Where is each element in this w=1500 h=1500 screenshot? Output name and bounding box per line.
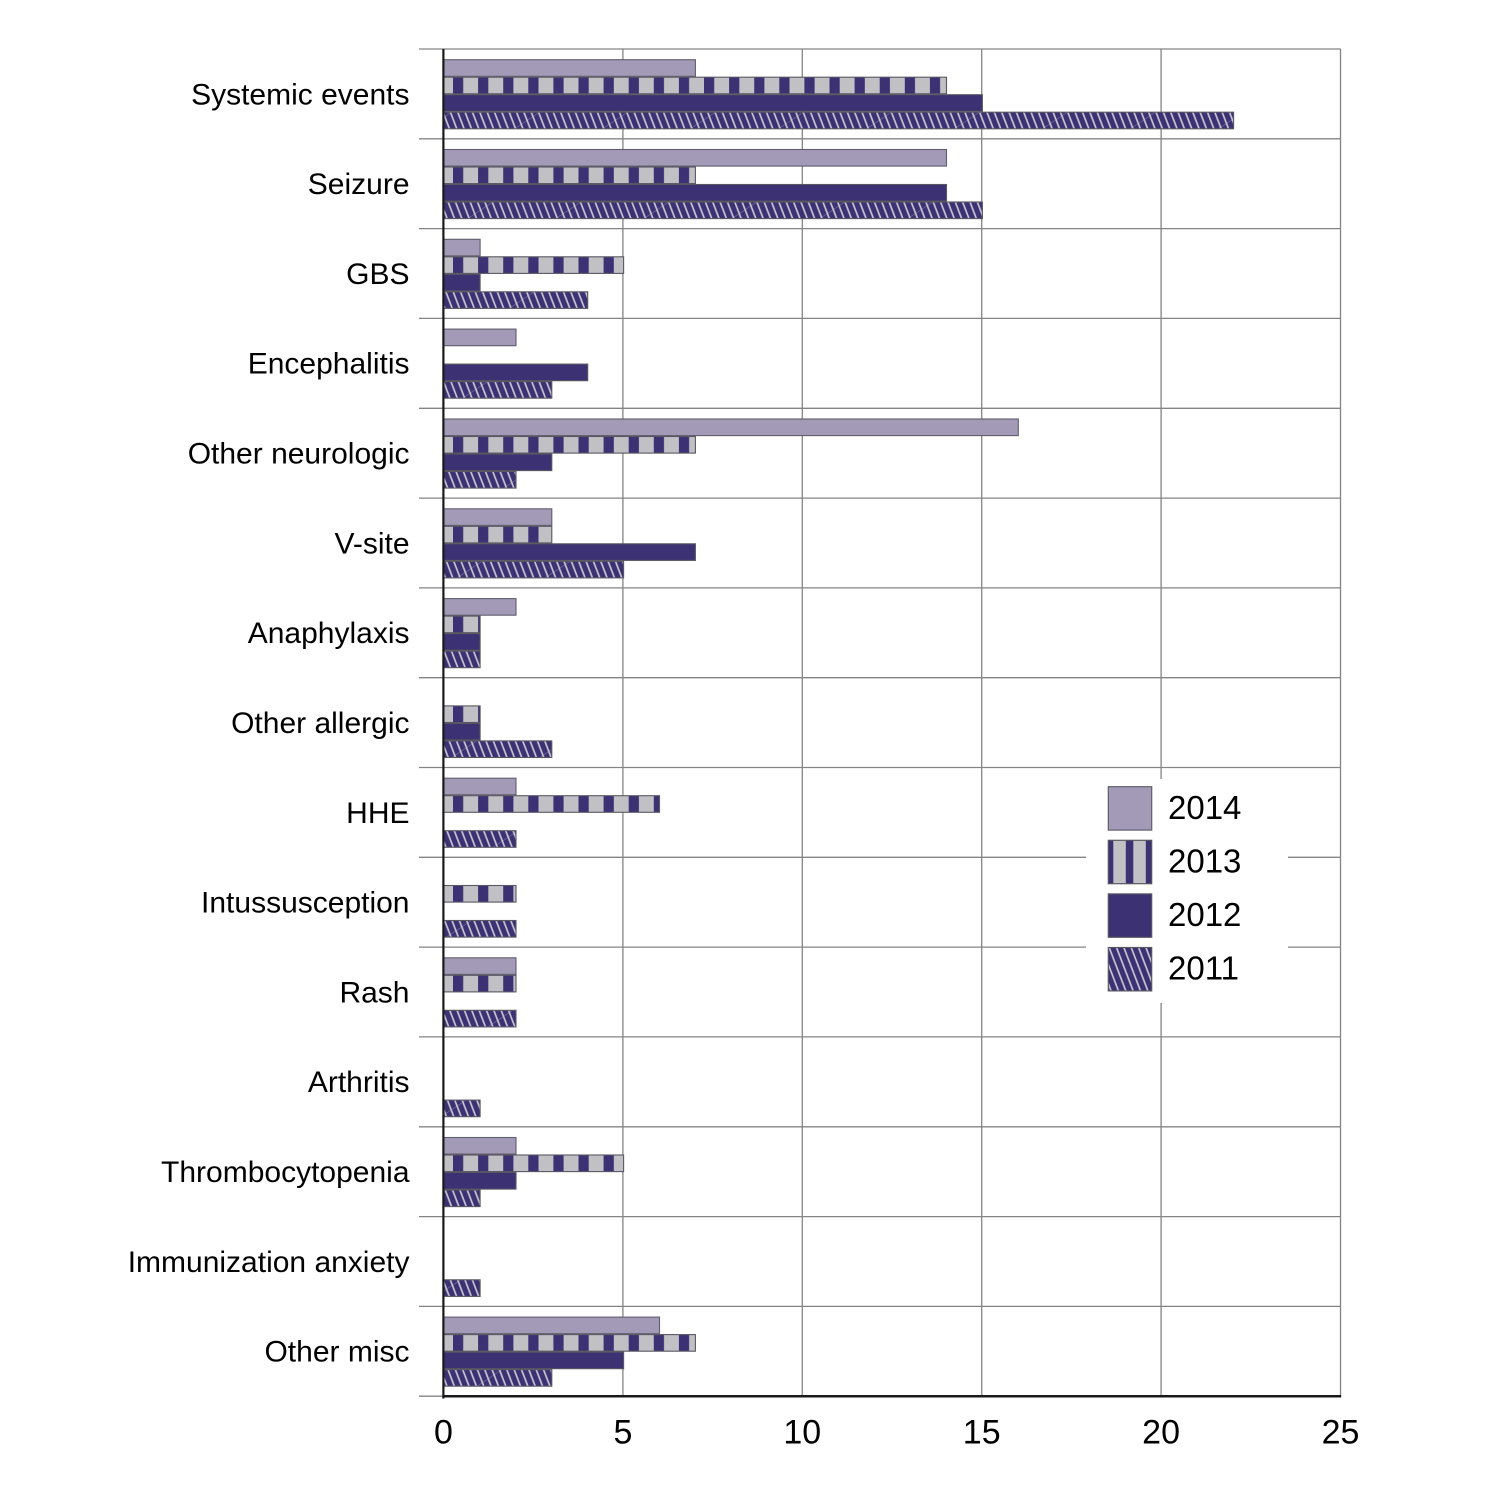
svg-text:Immunization anxiety: Immunization anxiety: [128, 1246, 410, 1279]
svg-text:V-site: V-site: [334, 527, 409, 560]
svg-text:10: 10: [783, 1413, 821, 1451]
svg-text:0: 0: [434, 1413, 453, 1451]
svg-text:15: 15: [963, 1413, 1001, 1451]
svg-text:GBS: GBS: [346, 258, 409, 291]
svg-text:Intussusception: Intussusception: [201, 887, 409, 920]
svg-text:Rash: Rash: [339, 976, 409, 1009]
svg-text:Encephalitis: Encephalitis: [248, 348, 410, 381]
svg-text:Thrombocytopenia: Thrombocytopenia: [161, 1156, 410, 1189]
svg-text:Arthritis: Arthritis: [308, 1066, 410, 1099]
svg-text:Other allergic: Other allergic: [231, 707, 409, 740]
svg-text:2011: 2011: [1168, 950, 1239, 987]
svg-text:2012: 2012: [1168, 896, 1241, 933]
svg-text:Seizure: Seizure: [308, 168, 410, 201]
svg-text:Systemic events: Systemic events: [191, 78, 409, 111]
svg-text:2014: 2014: [1168, 789, 1241, 826]
svg-text:Other neurologic: Other neurologic: [188, 438, 410, 471]
svg-text:20: 20: [1142, 1413, 1180, 1451]
svg-text:5: 5: [613, 1413, 632, 1451]
svg-text:25: 25: [1322, 1413, 1360, 1451]
svg-text:Other misc: Other misc: [264, 1336, 409, 1369]
svg-text:HHE: HHE: [346, 797, 409, 830]
svg-text:Anaphylaxis: Anaphylaxis: [248, 617, 410, 650]
svg-text:2013: 2013: [1168, 843, 1241, 880]
